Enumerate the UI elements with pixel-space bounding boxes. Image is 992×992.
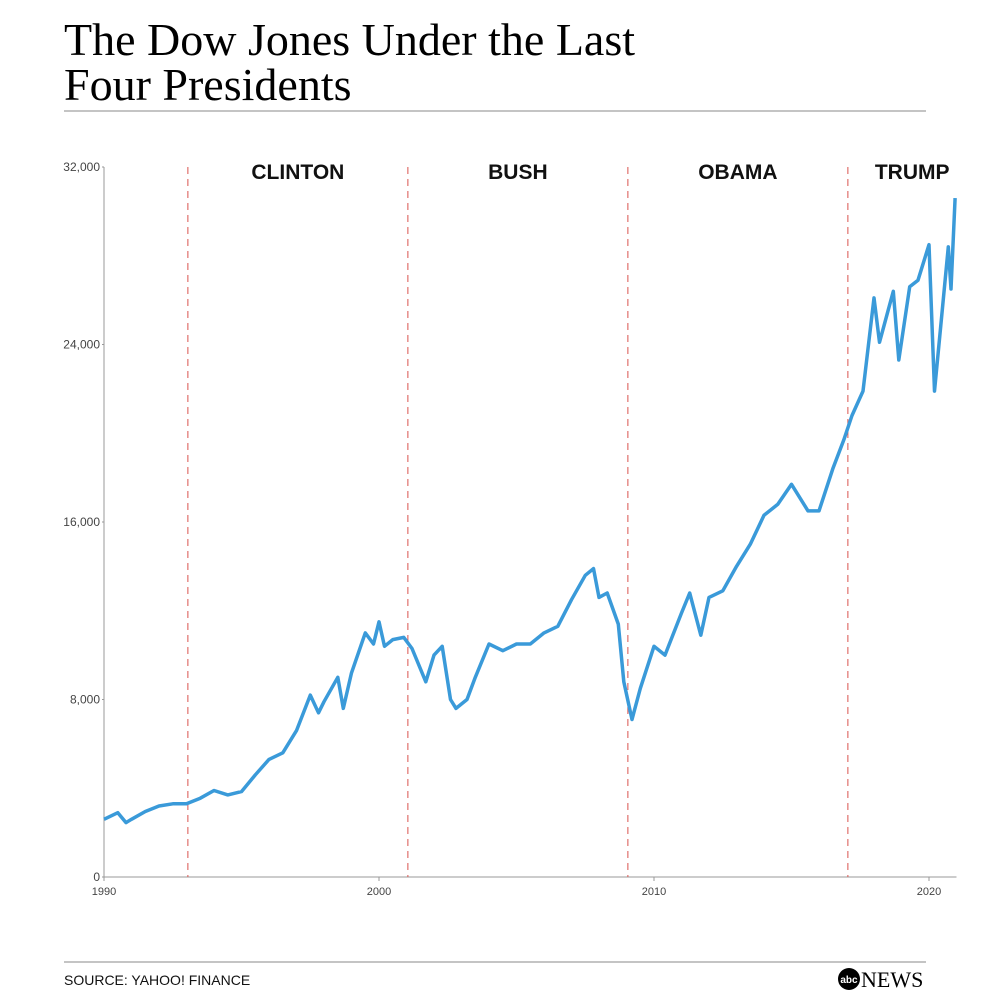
logo-circle bbox=[838, 968, 860, 990]
x-tick-label: 1990 bbox=[92, 886, 116, 898]
x-tick-label: 2010 bbox=[642, 886, 666, 898]
president-label: BUSH bbox=[488, 161, 548, 184]
y-tick-label: 16,000 bbox=[63, 515, 100, 529]
president-label: CLINTON bbox=[251, 161, 344, 184]
y-tick-label: 8,000 bbox=[70, 693, 100, 707]
dow-line bbox=[103, 198, 957, 825]
chart-title: The Dow Jones Under the Last bbox=[64, 14, 635, 65]
logo-text: NEWS bbox=[861, 967, 923, 992]
chart-title: Four Presidents bbox=[64, 59, 352, 110]
source: SOURCE: YAHOO! FINANCE bbox=[64, 972, 250, 988]
president-label: OBAMA bbox=[698, 161, 777, 184]
x-tick-label: 2000 bbox=[367, 886, 391, 898]
logo-mark: abc bbox=[840, 975, 858, 986]
president-label: TRUMP bbox=[875, 161, 950, 184]
y-tick-label: 32,000 bbox=[63, 160, 100, 174]
x-tick-label: 2020 bbox=[917, 886, 941, 898]
y-tick-label: 24,000 bbox=[63, 338, 100, 352]
y-tick-label: 0 bbox=[93, 870, 100, 884]
